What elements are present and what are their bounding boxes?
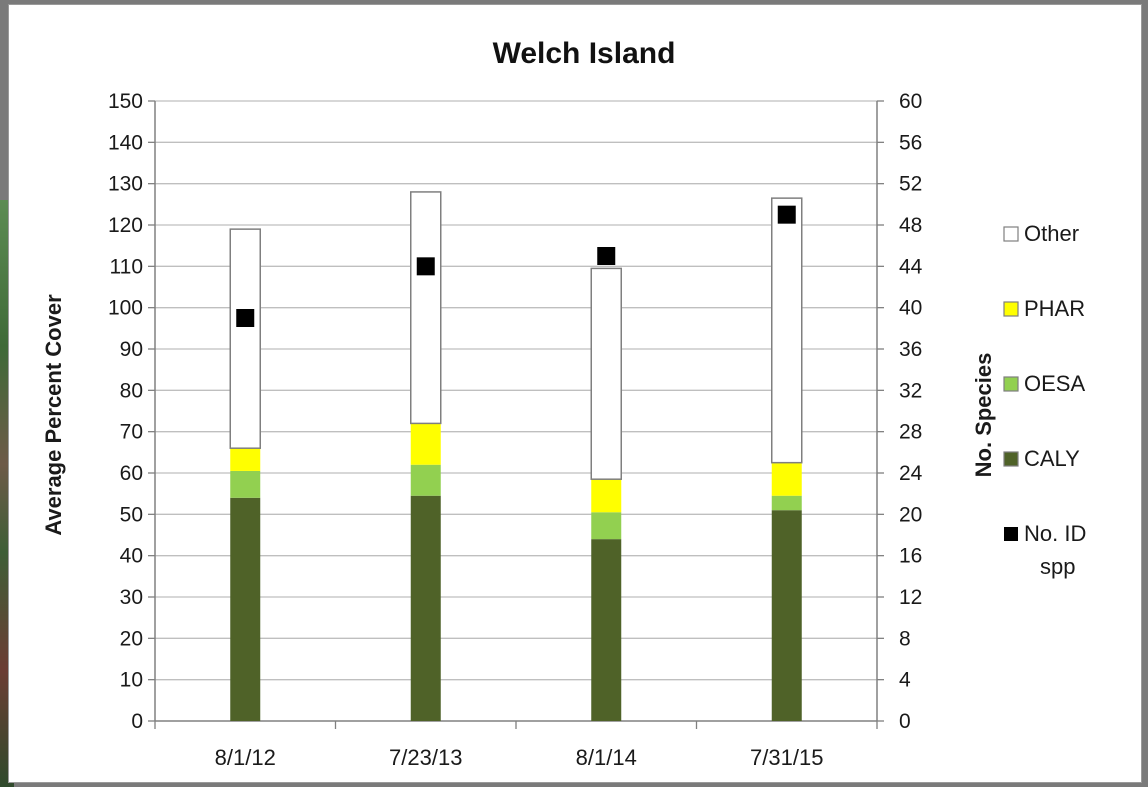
legend-label: spp	[1040, 554, 1075, 579]
y-tick-label: 30	[120, 586, 143, 609]
y2-tick-label: 20	[899, 503, 922, 526]
y-tick-label: 60	[120, 462, 143, 485]
y2-tick-label: 44	[899, 255, 923, 278]
bar-segment-phar	[771, 462, 802, 496]
bar-segment-caly	[771, 510, 802, 721]
x-tick-label: 8/1/14	[576, 745, 637, 770]
legend-label: OESA	[1024, 371, 1085, 396]
y-tick-label: 70	[120, 421, 143, 444]
y-tick-label: 10	[120, 669, 143, 692]
bar-segment-oesa	[410, 464, 441, 496]
bar-segment-oesa	[591, 512, 622, 540]
y2-tick-label: 28	[899, 421, 922, 444]
y2-tick-label: 32	[899, 379, 922, 402]
axes: 0102030405060708090100110120130140150048…	[108, 90, 923, 770]
y-tick-label: 80	[120, 379, 143, 402]
species-markers	[236, 205, 796, 327]
legend: Other PHAR OESA CALY No. ID spp	[1003, 221, 1086, 579]
species-count-marker	[777, 205, 796, 224]
y-tick-label: 0	[131, 710, 143, 733]
chart-title: Welch Island	[493, 37, 676, 70]
species-count-marker	[416, 257, 435, 276]
y-tick-label: 140	[108, 131, 143, 154]
y-tick-label: 50	[120, 503, 143, 526]
y-tick-label: 100	[108, 297, 143, 320]
bar-segment-other	[590, 267, 622, 480]
y2-tick-label: 16	[899, 545, 922, 568]
bar-segment-other	[229, 228, 261, 449]
legend-swatch	[1003, 301, 1019, 317]
bar-segment-phar	[410, 423, 441, 465]
legend-label: PHAR	[1024, 296, 1085, 321]
y2-tick-label: 12	[899, 586, 922, 609]
bar-segment-oesa	[771, 495, 802, 511]
y-tick-label: 120	[108, 214, 143, 237]
legend-label: Other	[1024, 221, 1079, 246]
stacked-bars	[229, 191, 803, 721]
bar-segment-other	[410, 191, 442, 425]
legend-label: CALY	[1024, 446, 1080, 471]
y2-tick-label: 40	[899, 297, 922, 320]
bar-segment-phar	[591, 479, 622, 513]
y-tick-label: 90	[120, 338, 143, 361]
bar-segment-other	[771, 197, 803, 464]
bar-segment-caly	[410, 495, 441, 721]
y-axis-title: Average Percent Cover	[41, 294, 66, 536]
bar-segment-oesa	[230, 470, 261, 498]
chart-panel: Welch Island Average Percent Cover No. S…	[8, 4, 1142, 783]
legend-swatch	[1003, 451, 1019, 467]
bar-segment-phar	[230, 448, 261, 471]
y-tick-label: 40	[120, 545, 143, 568]
y2-tick-label: 52	[899, 173, 922, 196]
y2-tick-label: 36	[899, 338, 922, 361]
y2-tick-label: 48	[899, 214, 922, 237]
bar-segment-caly	[591, 539, 622, 721]
chart-svg: Welch Island Average Percent Cover No. S…	[41, 37, 1086, 770]
y2-tick-label: 0	[899, 710, 911, 733]
y2-tick-label: 60	[899, 90, 922, 113]
y2-tick-label: 56	[899, 131, 922, 154]
species-count-marker	[597, 247, 616, 265]
legend-swatch	[1003, 376, 1019, 392]
bar-segment-caly	[230, 497, 261, 721]
y2-tick-label: 8	[899, 627, 911, 650]
legend-label: No. ID	[1024, 521, 1086, 546]
legend-swatch-marker	[1004, 527, 1018, 541]
legend-swatch	[1003, 226, 1019, 242]
y-tick-label: 130	[108, 173, 143, 196]
y-tick-label: 110	[110, 255, 143, 278]
gridlines	[155, 100, 877, 681]
y2-tick-label: 24	[899, 462, 923, 485]
x-tick-label: 7/23/13	[389, 745, 462, 770]
species-count-marker	[236, 309, 255, 327]
y-tick-label: 150	[108, 90, 143, 113]
y2-tick-label: 4	[899, 669, 911, 692]
y-tick-label: 20	[120, 627, 143, 650]
x-tick-label: 8/1/12	[215, 745, 276, 770]
y2-axis-title: No. Species	[971, 353, 996, 478]
x-tick-label: 7/31/15	[750, 745, 823, 770]
